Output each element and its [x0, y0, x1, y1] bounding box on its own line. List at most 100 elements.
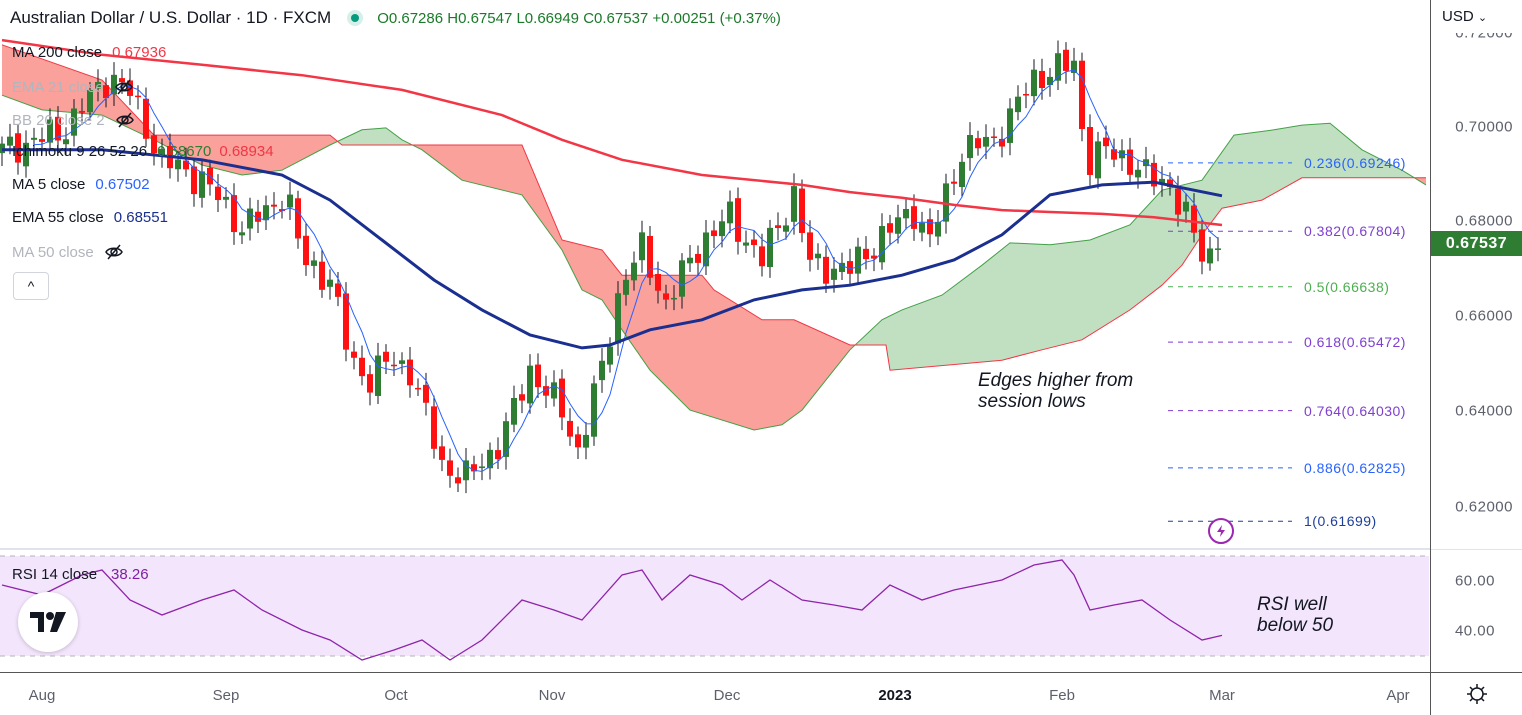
- candle: [591, 375, 597, 446]
- ichimoku-cloud-segment: [518, 145, 522, 195]
- candle-body: [855, 246, 861, 274]
- ichimoku-cloud-segment: [1078, 241, 1082, 341]
- ichimoku-cloud-segment: [1042, 244, 1046, 350]
- ichimoku-cloud-segment: [1358, 146, 1362, 178]
- ichimoku-cloud-segment: [114, 92, 118, 123]
- ichimoku-cloud-segment: [1238, 134, 1242, 205]
- legend-ema21[interactable]: EMA 21 close: [12, 77, 134, 97]
- candle: [855, 237, 861, 285]
- candle-body: [183, 160, 189, 170]
- candle-body: [935, 221, 941, 237]
- legend-value: 0.67936: [112, 44, 167, 61]
- legend-ma200[interactable]: MA 200 close 0.67936: [12, 44, 166, 61]
- ichimoku-cloud-segment: [250, 135, 254, 175]
- candle-body: [287, 194, 293, 208]
- ichimoku-cloud-segment: [1250, 132, 1254, 203]
- time-tick: Apr: [1386, 687, 1410, 704]
- ichimoku-cloud-segment: [466, 145, 470, 183]
- candle: [663, 284, 669, 310]
- legend-rsi[interactable]: RSI 14 close 38.26: [12, 566, 149, 583]
- ichimoku-cloud-segment: [1254, 131, 1258, 202]
- symbol-title[interactable]: Australian Dollar / U.S. Dollar · 1D · F…: [10, 8, 332, 27]
- candle: [351, 341, 357, 370]
- ichimoku-cloud-segment: [1318, 123, 1322, 178]
- ichimoku-cloud-segment: [242, 135, 246, 175]
- currency-selector[interactable]: USD ⌄: [1442, 8, 1487, 25]
- tradingview-logo[interactable]: [18, 592, 78, 652]
- ichimoku-cloud-segment: [66, 67, 70, 113]
- candle: [559, 369, 565, 431]
- candle-body: [743, 242, 749, 246]
- candle: [903, 199, 909, 230]
- ichimoku-cloud-segment: [806, 325, 810, 406]
- price-tick: 0.68000: [1455, 212, 1513, 230]
- ichimoku-cloud-segment: [70, 68, 74, 113]
- candle-body: [87, 90, 93, 113]
- candle-body: [607, 346, 613, 365]
- candle-body: [447, 460, 453, 476]
- eye-off-icon[interactable]: [104, 242, 124, 262]
- candle-body: [231, 195, 237, 233]
- ohlc-values: O0.67286 H0.67547 L0.66949 C0.67537 +0.0…: [377, 9, 781, 27]
- price-annotation: Edges higher from session lows: [978, 370, 1133, 412]
- ichimoku-cloud-segment: [2, 44, 6, 97]
- candle: [439, 435, 445, 472]
- lightning-event-icon[interactable]: [1208, 518, 1234, 544]
- candle-body: [1055, 53, 1061, 81]
- candle: [335, 272, 341, 307]
- candle: [247, 197, 253, 241]
- legend-ma50[interactable]: MA 50 close: [12, 242, 124, 262]
- candle-body: [959, 161, 965, 187]
- candle: [47, 108, 53, 151]
- candle: [215, 174, 221, 213]
- ichimoku-cloud-segment: [642, 275, 646, 365]
- chart-settings-button[interactable]: [1430, 672, 1522, 715]
- legend-ichimoku[interactable]: Ichimoku 9 26 52 26 0.68670 0.68934: [12, 143, 274, 160]
- ichimoku-cloud-segment: [326, 135, 330, 148]
- price-chart[interactable]: [0, 0, 1430, 672]
- time-axis[interactable]: Aug Sep Oct Nov Dec 2023 Feb Mar Apr: [0, 672, 1430, 715]
- ichimoku-cloud-segment: [1242, 133, 1246, 205]
- ichimoku-cloud-segment: [1014, 243, 1018, 358]
- candle-body: [431, 406, 437, 449]
- legend-value: 0.68670: [157, 143, 212, 160]
- fib-level-label: 0.886(0.62825): [1304, 459, 1406, 476]
- ichimoku-cloud-segment: [730, 299, 734, 424]
- candle-body: [1215, 248, 1221, 250]
- price-axis[interactable]: 0.72000 0.70000 0.68000 0.66000 0.64000 …: [1430, 0, 1522, 672]
- candle-body: [415, 387, 421, 390]
- ichimoku-cloud-segment: [50, 61, 54, 111]
- ichimoku-cloud-segment: [782, 319, 786, 425]
- candle-body: [1047, 76, 1053, 86]
- ichimoku-cloud-segment: [1022, 243, 1026, 355]
- candle-body: [999, 138, 1005, 147]
- ichimoku-cloud-segment: [498, 145, 502, 191]
- ichimoku-cloud-segment: [254, 135, 258, 174]
- ichimoku-cloud-segment: [134, 113, 138, 133]
- legend-ema55[interactable]: EMA 55 close 0.68551: [12, 209, 168, 226]
- ichimoku-cloud-segment: [478, 145, 482, 186]
- ichimoku-cloud-segment: [1030, 243, 1034, 353]
- candle: [1055, 40, 1061, 90]
- rsi-band-fill: [0, 556, 1429, 656]
- candle-body: [327, 279, 333, 287]
- legend-bb20[interactable]: BB 20 close 2: [12, 110, 135, 130]
- ichimoku-cloud-segment: [846, 343, 850, 355]
- candle: [599, 348, 605, 393]
- candle-body: [543, 386, 549, 396]
- ichimoku-cloud-segment: [1366, 151, 1370, 178]
- ichimoku-cloud-segment: [1342, 133, 1346, 178]
- eye-off-icon[interactable]: [114, 77, 134, 97]
- collapse-legend-button[interactable]: ^: [13, 272, 49, 300]
- candle: [223, 187, 229, 209]
- eye-off-icon[interactable]: [115, 110, 135, 130]
- candle: [583, 422, 589, 460]
- candle-body: [23, 142, 29, 167]
- ichimoku-cloud-segment: [62, 65, 66, 112]
- legend-ma5[interactable]: MA 5 close 0.67502: [12, 176, 150, 193]
- candle-body: [903, 209, 909, 219]
- ichimoku-cloud-segment: [678, 275, 682, 403]
- ichimoku-cloud-segment: [1062, 242, 1066, 345]
- candle-body: [887, 223, 893, 233]
- rsi-tick: 60.00: [1454, 572, 1495, 590]
